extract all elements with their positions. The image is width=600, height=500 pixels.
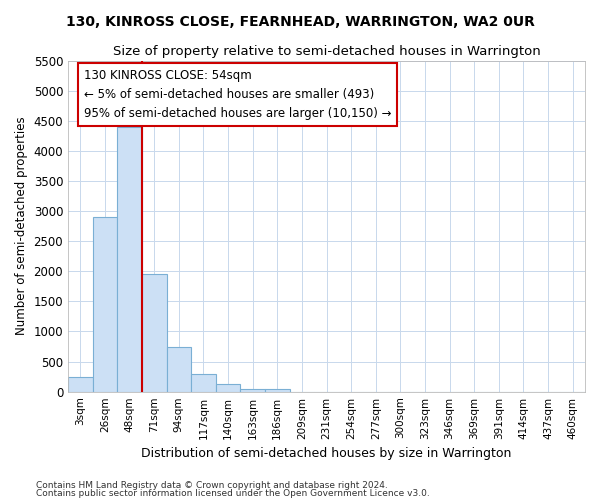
Bar	[142, 274, 167, 392]
Text: 130 KINROSS CLOSE: 54sqm
← 5% of semi-detached houses are smaller (493)
95% of s: 130 KINROSS CLOSE: 54sqm ← 5% of semi-de…	[83, 69, 391, 120]
Title: Size of property relative to semi-detached houses in Warrington: Size of property relative to semi-detach…	[113, 45, 541, 58]
Bar	[92, 217, 117, 392]
Bar	[241, 388, 265, 392]
Y-axis label: Number of semi-detached properties: Number of semi-detached properties	[15, 117, 28, 336]
Text: 130, KINROSS CLOSE, FEARNHEAD, WARRINGTON, WA2 0UR: 130, KINROSS CLOSE, FEARNHEAD, WARRINGTO…	[65, 15, 535, 29]
Bar	[68, 376, 92, 392]
Text: Contains public sector information licensed under the Open Government Licence v3: Contains public sector information licen…	[36, 489, 430, 498]
Bar	[167, 346, 191, 392]
Bar	[216, 384, 241, 392]
Bar	[117, 127, 142, 392]
Bar	[265, 388, 290, 392]
Bar	[191, 374, 216, 392]
Text: Contains HM Land Registry data © Crown copyright and database right 2024.: Contains HM Land Registry data © Crown c…	[36, 480, 388, 490]
X-axis label: Distribution of semi-detached houses by size in Warrington: Distribution of semi-detached houses by …	[142, 447, 512, 460]
